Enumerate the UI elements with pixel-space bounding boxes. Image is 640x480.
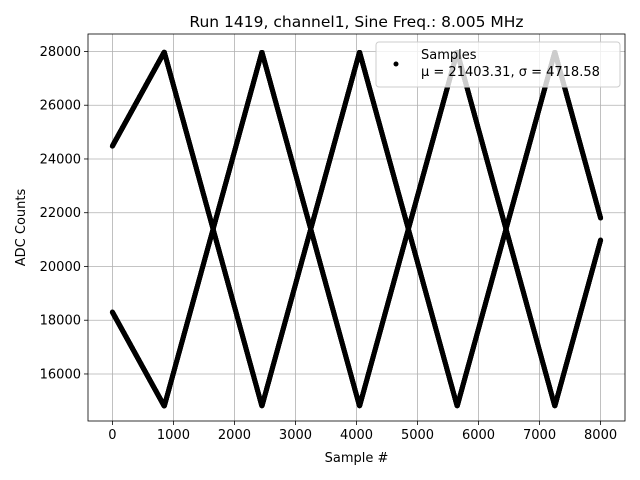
- chart-svg: 0 1000 2000 3000 4000 5000 6000 7000 80001600018…: [14, 13, 626, 466]
- chart-figure: 0 1000 2000 3000 4000 5000 6000 7000 8000 16000 18…: [14, 13, 626, 466]
